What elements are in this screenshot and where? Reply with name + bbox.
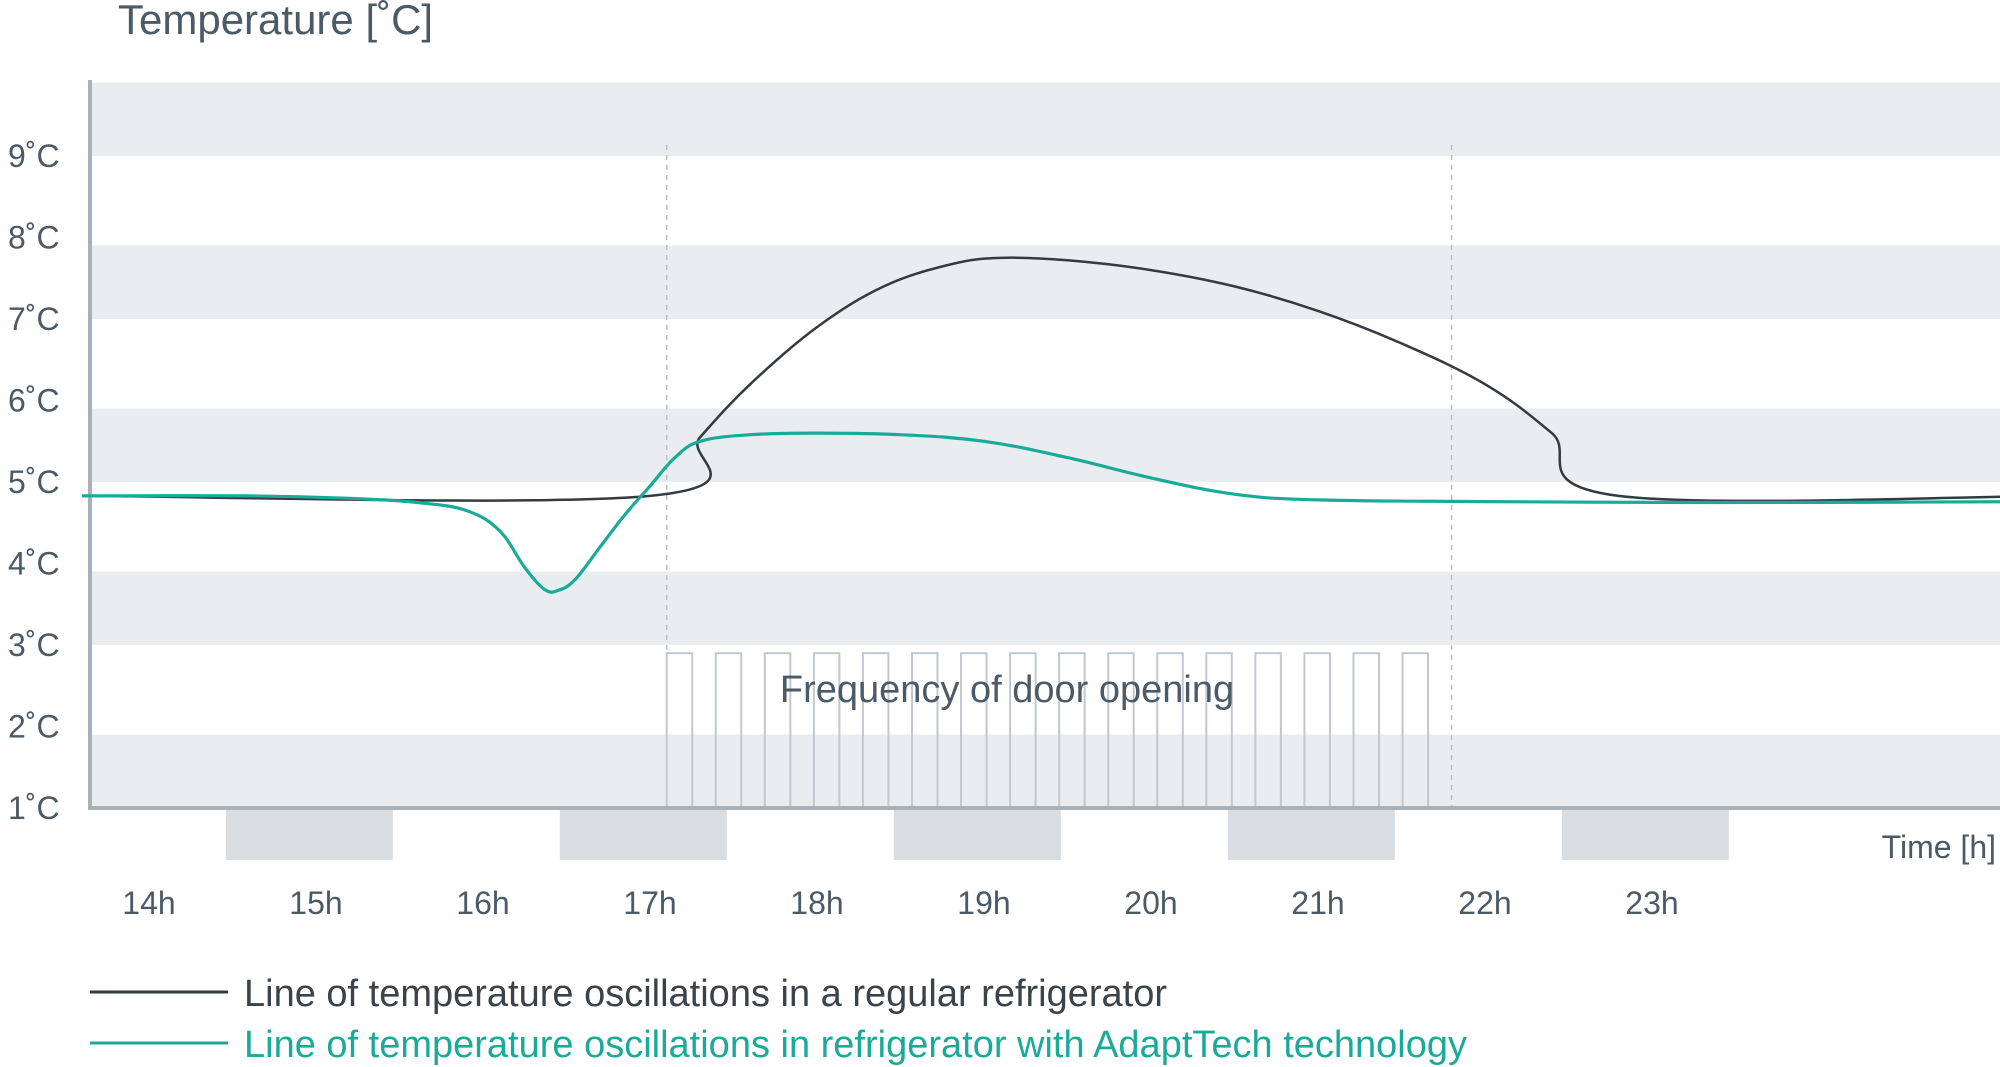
band-4 <box>90 82 2000 156</box>
legend-label-adapttech: Line of temperature oscillations in refr… <box>244 1024 1467 1066</box>
door-opening-label: Frequency of door opening <box>780 669 1234 711</box>
x-tick-label-3: 17h <box>623 885 676 921</box>
y-tick-labels: 1˚C 2˚C 3˚C 4˚C 5˚C 6˚C 7˚C 8˚C 9˚C <box>8 138 60 826</box>
band-1 <box>90 571 2000 645</box>
legend-label-regular: Line of temperature oscillations in a re… <box>244 973 1167 1015</box>
x-tick-labels: 14h 15h 16h 17h 18h 19h 20h 21h 22h 23h <box>122 885 1678 921</box>
hour-block-2 <box>893 810 1061 860</box>
chart-title: Temperature [˚C] <box>118 0 433 43</box>
x-tick-label-5: 19h <box>957 885 1010 921</box>
axes <box>88 80 2000 810</box>
hour-block-3 <box>1227 810 1395 860</box>
y-tick-label-5: 6˚C <box>8 383 60 419</box>
x-tick-label-2: 16h <box>456 885 509 921</box>
series-line-regular <box>82 256 2000 503</box>
x-axis-label: Time [h] <box>1882 829 1996 865</box>
x-tick-label-8: 22h <box>1458 885 1511 921</box>
band-2 <box>90 408 2000 482</box>
y-tick-label-0: 1˚C <box>8 790 60 826</box>
series-line-adapttech <box>82 431 2000 594</box>
band-0 <box>90 734 2000 808</box>
y-tick-label-2: 3˚C <box>8 627 60 663</box>
y-tick-label-7: 8˚C <box>8 220 60 256</box>
y-tick-label-6: 7˚C <box>8 301 60 337</box>
x-tick-label-1: 15h <box>289 885 342 921</box>
x-tick-label-4: 18h <box>790 885 843 921</box>
y-tick-label-4: 5˚C <box>8 464 60 500</box>
y-tick-label-3: 4˚C <box>8 546 60 582</box>
series-lines <box>82 256 2000 594</box>
x-tick-label-9: 23h <box>1625 885 1678 921</box>
y-tick-label-8: 9˚C <box>8 138 60 174</box>
hour-blocks <box>225 810 1729 860</box>
y-tick-label-1: 2˚C <box>8 709 60 745</box>
hour-block-4 <box>1561 810 1729 860</box>
x-tick-label-6: 20h <box>1124 885 1177 921</box>
band-3 <box>90 245 2000 319</box>
hour-block-1 <box>559 810 727 860</box>
x-tick-label-0: 14h <box>122 885 175 921</box>
legend: Line of temperature oscillations in a re… <box>90 973 1467 1066</box>
x-tick-label-7: 21h <box>1291 885 1344 921</box>
hour-block-0 <box>225 810 393 860</box>
